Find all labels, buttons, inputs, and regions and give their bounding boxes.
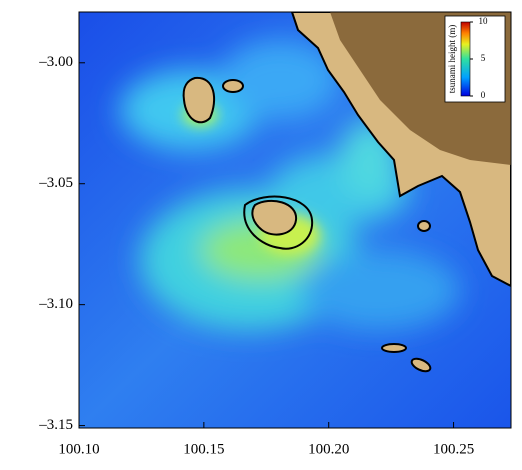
y-tick-label: –3.15 (38, 417, 73, 433)
colorbar-label: tsunami height (m) (447, 25, 457, 94)
plot-frame (78, 11, 512, 429)
colorbar (460, 21, 471, 97)
island (417, 220, 431, 232)
x-tick-label: 100.20 (308, 441, 349, 457)
y-tick-label: –3.10 (38, 296, 73, 312)
map-area (79, 12, 511, 428)
colorbar-box (444, 15, 506, 103)
island (410, 357, 432, 373)
colorbar-group: tsunami height (m) 0 5 10 (447, 16, 488, 100)
island (381, 343, 407, 353)
island-contour (243, 195, 314, 250)
island (182, 76, 216, 124)
colorbar-tick-label: 5 (481, 53, 486, 63)
colorbar-tick-label: 10 (479, 16, 489, 26)
island (222, 79, 244, 93)
x-tick-label: 100.10 (58, 441, 99, 457)
x-tick-label: 100.15 (183, 441, 224, 457)
island (251, 199, 298, 236)
x-tick-label: 100.25 (433, 441, 474, 457)
colorbar-tick-label: 0 (481, 90, 486, 100)
y-tick-label: –3.00 (38, 54, 73, 70)
y-tick-label: –3.05 (38, 175, 73, 191)
